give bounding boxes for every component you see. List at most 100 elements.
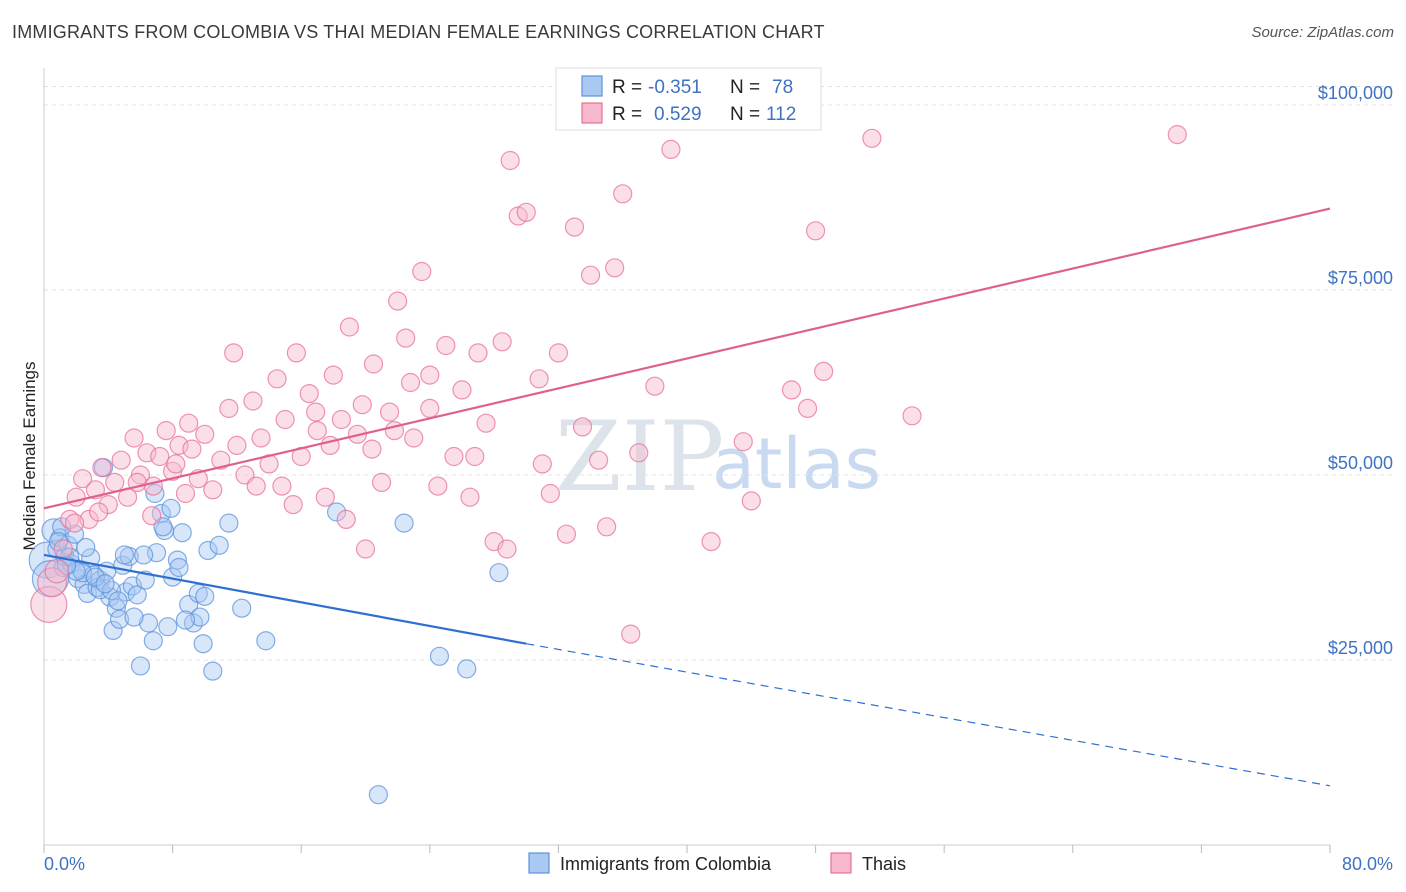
thai-point-65 (516, 202, 536, 222)
thai-point-86 (805, 221, 826, 241)
legend-swatch-thais (581, 102, 603, 124)
y-tick-label-2: $75,000 (1328, 268, 1393, 288)
thai-point-10 (98, 495, 118, 515)
thai-point-2 (44, 558, 70, 584)
chart-title: IMMIGRANTS FROM COLOMBIA VS THAI MEDIAN … (12, 22, 825, 42)
thai-point-73 (588, 450, 609, 470)
colombia-point-63 (190, 607, 210, 627)
thai-point-99 (400, 372, 421, 393)
thai-point-87 (814, 361, 834, 381)
thai-point-16 (137, 443, 157, 463)
colombia-point-68 (108, 591, 128, 611)
colombia-point-74 (195, 586, 215, 606)
thai-point-25 (195, 424, 215, 444)
thai-point-35 (275, 409, 295, 430)
thai-point-75 (605, 258, 625, 278)
thai-point-49 (388, 291, 408, 311)
y-tick-label-1: $50,000 (1328, 453, 1393, 473)
colombia-point-64 (72, 563, 93, 583)
thai-point-22 (175, 483, 196, 504)
series-legend: Immigrants from Colombia Thais (528, 852, 906, 874)
thai-point-104 (64, 513, 85, 533)
thai-point-98 (529, 369, 549, 389)
colombia-point-39 (172, 523, 192, 543)
thai-point-27 (211, 450, 231, 470)
thai-point-26 (203, 480, 223, 500)
thai-point-106 (465, 446, 485, 467)
thai-point-47 (371, 472, 392, 492)
colombia-point-60 (161, 498, 181, 518)
thai-point-62 (492, 332, 512, 352)
colombia-point-36 (158, 617, 178, 637)
colombia-point-49 (256, 631, 276, 651)
colombia-point-53 (429, 646, 450, 666)
thai-point-34 (267, 369, 287, 389)
thai-point-39 (307, 421, 327, 441)
watermark-zip: ZIP (555, 401, 724, 513)
thai-point-66 (532, 454, 552, 474)
thai-point-93 (142, 506, 162, 526)
thai-point-72 (580, 265, 601, 285)
thai-point-68 (548, 343, 569, 363)
thai-point-83 (741, 491, 761, 511)
thai-point-14 (124, 428, 144, 448)
thai-point-85 (797, 398, 818, 418)
thai-point-19 (156, 421, 176, 441)
colombia-point-70 (114, 545, 134, 565)
colombia-point-67 (175, 610, 196, 630)
legend-swatch-colombia (581, 75, 603, 97)
legend-n-value-thais: 112 (766, 104, 796, 125)
thai-point-84 (781, 380, 802, 400)
thai-point-43 (339, 317, 360, 337)
y-tick-labels: $25,000 $50,000 $75,000 $100,000 (1318, 83, 1393, 658)
thai-point-89 (902, 406, 922, 426)
legend-n-label-colombia: N = (730, 77, 760, 98)
thai-point-91 (246, 476, 266, 496)
thai-point-81 (701, 531, 721, 552)
colombia-point-47 (219, 513, 239, 533)
colombia-point-59 (134, 545, 154, 565)
thai-point-21 (169, 435, 189, 455)
thai-point-54 (428, 476, 448, 496)
colombia-point-28 (127, 585, 147, 605)
thai-point-77 (621, 624, 641, 644)
trend-line-colombia (43, 553, 527, 645)
colombia-point-76 (169, 557, 189, 578)
thai-point-103 (89, 502, 109, 522)
thai-point-38 (299, 384, 319, 404)
colombia-point-38 (167, 550, 188, 570)
x-tick-label-max: 80.0% (1342, 854, 1393, 874)
colombia-point-55 (489, 563, 509, 583)
thai-point-17 (143, 476, 163, 496)
colombia-point-58 (52, 517, 72, 537)
colombia-point-50 (326, 502, 347, 522)
thai-point-92 (179, 413, 199, 433)
thai-point-94 (286, 343, 306, 363)
thai-point-110 (336, 509, 356, 530)
legend-r-label-colombia: R = (612, 77, 642, 98)
colombia-point-30 (135, 570, 155, 590)
y-tick-label-0: $25,000 (1328, 638, 1393, 658)
thai-point-69 (556, 524, 577, 544)
x-tick-label-min: 0.0% (44, 854, 85, 874)
thai-point-96 (420, 365, 440, 385)
thai-point-51 (404, 428, 424, 448)
thai-point-102 (166, 454, 186, 474)
trend-line-thais (43, 207, 1331, 510)
thai-point-80 (661, 139, 681, 159)
thai-point-59 (468, 343, 488, 363)
bottom-legend-label-colombia: Immigrants from Colombia (560, 854, 772, 874)
thai-point-57 (452, 380, 472, 400)
thai-point-41 (323, 365, 343, 385)
thai-point-97 (497, 539, 517, 559)
colombia-point-29 (130, 656, 151, 676)
colombia-point-48 (232, 598, 252, 618)
gridlines (44, 86, 1392, 661)
bottom-legend-swatch-colombia (528, 852, 550, 874)
y-tick-label-3: $100,000 (1318, 83, 1393, 103)
trend-lines (43, 207, 1331, 787)
colombia-point-71 (95, 574, 115, 594)
thai-point-63 (500, 150, 520, 171)
watermark-atlas: atlas (712, 423, 881, 505)
